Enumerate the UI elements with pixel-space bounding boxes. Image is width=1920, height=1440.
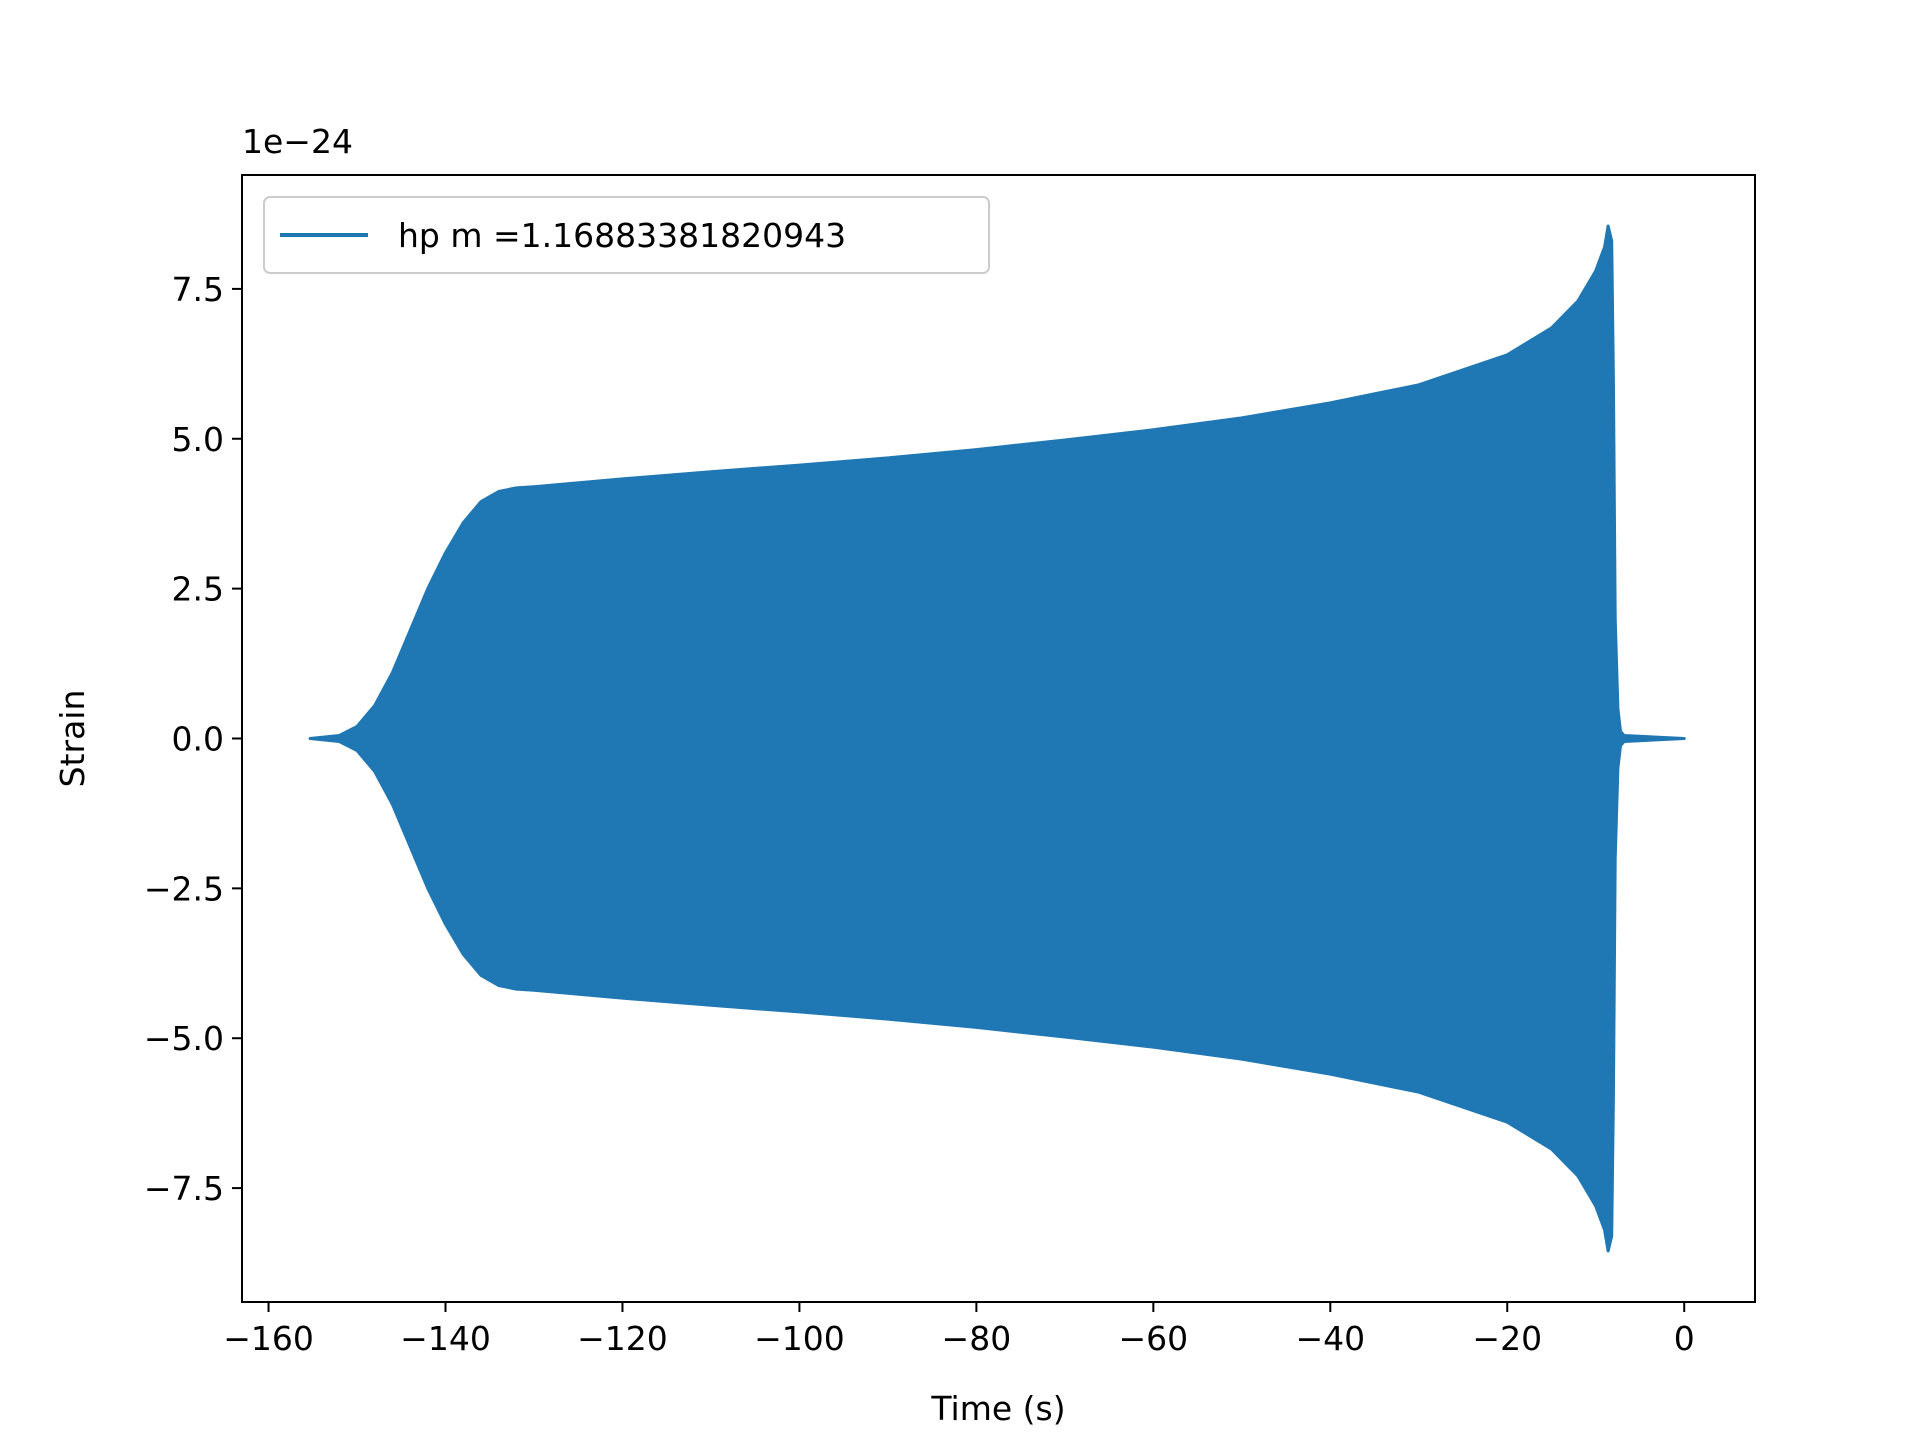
x-tick-label: −100 — [754, 1319, 845, 1358]
x-tick-label: −60 — [1119, 1319, 1189, 1358]
series-hp-waveform — [308, 224, 1686, 1253]
legend-box — [263, 196, 990, 274]
y-tick-label: 7.5 — [172, 270, 224, 309]
x-tick-label: −20 — [1472, 1319, 1542, 1358]
legend-entry-label: hp m =1.16883381820943 — [398, 216, 846, 255]
y-offset-label: 1e−24 — [242, 122, 353, 161]
y-tick-label: 2.5 — [172, 570, 224, 609]
x-tick-label: −40 — [1295, 1319, 1365, 1358]
x-tick-label: −140 — [400, 1319, 491, 1358]
y-tick-label: 0.0 — [172, 720, 224, 759]
plot-area — [308, 224, 1686, 1253]
y-axis: 7.5 5.0 2.5 0.0 −2.5 −5.0 −7.5 — [144, 270, 242, 1208]
x-axis-label: Time (s) — [930, 1389, 1065, 1428]
x-tick-label: −160 — [223, 1319, 314, 1358]
legend: hp m =1.16883381820943 — [263, 196, 990, 274]
y-tick-label: 5.0 — [172, 420, 224, 459]
y-axis-label: Strain — [53, 690, 92, 788]
x-tick-label: 0 — [1674, 1319, 1695, 1358]
y-tick-label: −7.5 — [144, 1169, 224, 1208]
x-tick-label: −80 — [942, 1319, 1012, 1358]
x-tick-label: −120 — [577, 1319, 668, 1358]
y-tick-label: −5.0 — [144, 1019, 224, 1058]
y-tick-label: −2.5 — [144, 869, 224, 908]
x-axis: −160 −140 −120 −100 −80 −60 −40 −20 0 — [223, 1302, 1695, 1358]
